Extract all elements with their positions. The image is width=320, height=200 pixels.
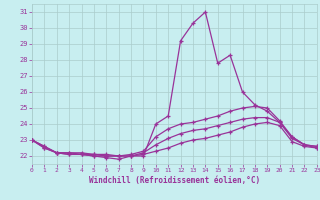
X-axis label: Windchill (Refroidissement éolien,°C): Windchill (Refroidissement éolien,°C) (89, 176, 260, 185)
